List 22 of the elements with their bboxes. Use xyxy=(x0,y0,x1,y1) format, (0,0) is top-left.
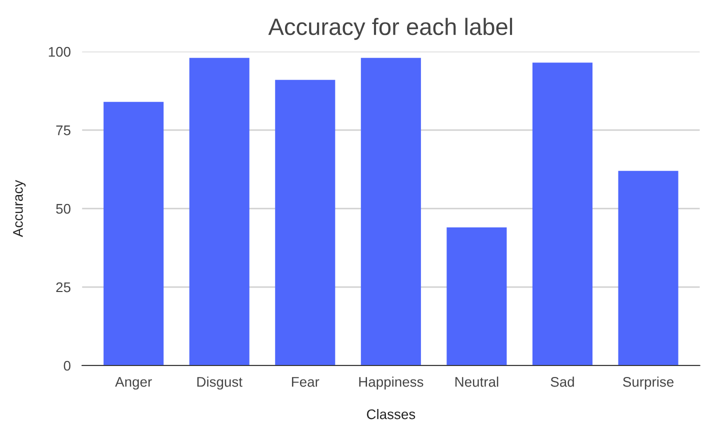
y-tick-label: 25 xyxy=(56,282,70,292)
x-tick-label: Surprise xyxy=(623,376,674,390)
chart-title: Accuracy for each label xyxy=(268,18,512,40)
bar xyxy=(618,170,678,366)
bar xyxy=(104,102,164,366)
bar xyxy=(360,58,421,366)
x-tick-label: Neutral xyxy=(455,376,498,387)
x-axis-title: Classes xyxy=(366,409,416,420)
y-tick-label: 50 xyxy=(56,204,70,214)
x-tick-label: Disgust xyxy=(197,376,242,390)
bar xyxy=(532,62,592,366)
y-tick-label: 100 xyxy=(48,46,70,57)
bar xyxy=(446,227,507,366)
bar xyxy=(275,80,336,366)
y-tick-label: 0 xyxy=(64,360,70,371)
y-tick-label: 75 xyxy=(56,126,70,136)
x-tick-label: Happiness xyxy=(359,376,424,390)
x-tick-label: Fear xyxy=(292,377,320,387)
x-tick-label: Anger xyxy=(115,377,152,390)
y-axis-title: Accuracy xyxy=(13,180,26,238)
bar xyxy=(189,58,250,366)
x-tick-label: Sad xyxy=(550,376,574,387)
